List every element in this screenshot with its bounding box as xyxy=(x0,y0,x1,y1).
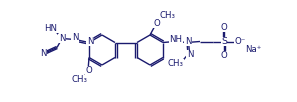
Text: CH₃: CH₃ xyxy=(159,11,175,19)
Text: N: N xyxy=(59,34,65,43)
Text: N: N xyxy=(40,49,46,58)
Text: O: O xyxy=(221,51,228,60)
Text: NH: NH xyxy=(170,35,182,44)
Text: O: O xyxy=(154,18,160,28)
Text: O⁻: O⁻ xyxy=(234,37,246,46)
Text: O: O xyxy=(86,66,92,75)
Text: N: N xyxy=(187,50,193,59)
Text: CH₃: CH₃ xyxy=(71,75,87,84)
Text: N: N xyxy=(185,37,191,46)
Text: O: O xyxy=(221,23,228,32)
Text: HN: HN xyxy=(45,24,58,33)
Text: Na⁺: Na⁺ xyxy=(245,45,261,54)
Text: CH₃: CH₃ xyxy=(168,59,184,68)
Text: N: N xyxy=(87,37,93,46)
Text: N: N xyxy=(72,33,78,43)
Text: S: S xyxy=(221,37,227,46)
